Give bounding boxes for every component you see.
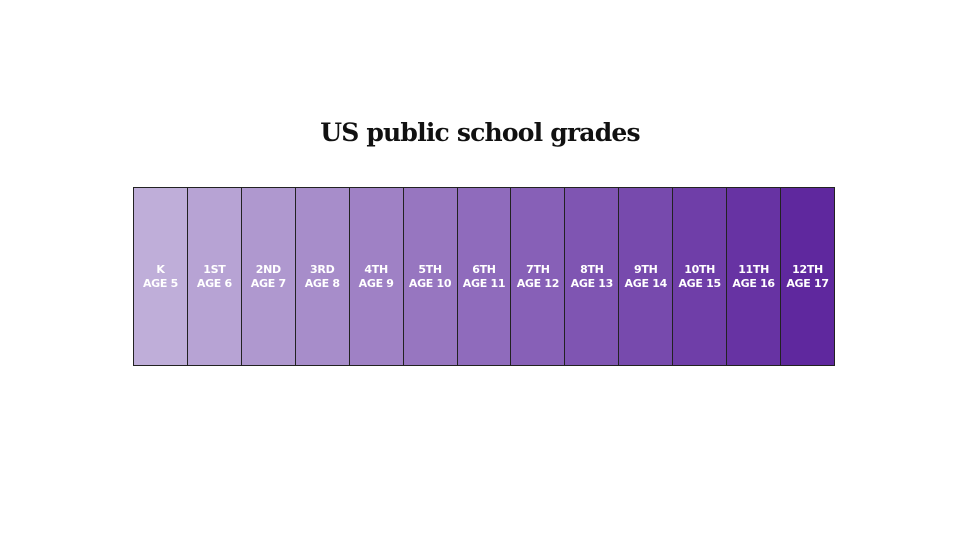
grade-cell: 2ND AGE 7 <box>241 188 296 365</box>
grades-strip: K AGE 5 1ST AGE 6 2ND AGE 7 3RD AGE 8 4TH AGE 9 5T… <box>133 187 835 366</box>
grade-label: 4TH <box>364 262 388 276</box>
grade-cell: 5TH AGE 10 <box>403 188 458 365</box>
grade-label: 12TH <box>792 262 823 276</box>
grade-cell: 8TH AGE 13 <box>565 188 620 365</box>
age-label: AGE 11 <box>462 276 506 290</box>
grade-label: 8TH <box>580 262 604 276</box>
grade-cell: 12TH AGE 17 <box>781 188 834 365</box>
grade-label: 9TH <box>634 262 658 276</box>
age-label: AGE 9 <box>358 276 394 290</box>
grade-label: 7TH <box>526 262 550 276</box>
grade-label: K <box>156 262 165 276</box>
grade-label: 11TH <box>738 262 770 276</box>
grade-cell: 1ST AGE 6 <box>187 188 242 365</box>
age-label: AGE 5 <box>142 276 178 290</box>
age-label: AGE 10 <box>408 276 452 290</box>
grade-cell: 10TH AGE 15 <box>673 188 728 365</box>
grade-label: 1ST <box>203 262 226 276</box>
grade-cell: 3RD AGE 8 <box>295 188 350 365</box>
age-label: AGE 15 <box>678 276 721 290</box>
age-label: AGE 8 <box>304 276 340 290</box>
grade-cell: 7TH AGE 12 <box>511 188 566 365</box>
age-label: AGE 13 <box>570 276 614 290</box>
age-label: AGE 7 <box>250 276 286 290</box>
age-label: AGE 6 <box>196 276 232 290</box>
grade-cell: 11TH AGE 16 <box>727 188 782 365</box>
grade-cell: 4TH AGE 9 <box>349 188 404 365</box>
age-label: AGE 12 <box>516 276 560 290</box>
grade-cell: 6TH AGE 11 <box>457 188 512 365</box>
grade-label: 5TH <box>418 262 442 276</box>
title: US public school grades <box>320 118 640 147</box>
grade-label: 10TH <box>684 262 716 276</box>
grade-label: 2ND <box>255 262 281 276</box>
age-label: AGE 14 <box>624 276 668 290</box>
grade-cell: 9TH AGE 14 <box>619 188 674 365</box>
grade-label: 3RD <box>310 262 335 276</box>
age-label: AGE 17 <box>786 276 829 290</box>
grade-cell: K AGE 5 <box>134 188 188 365</box>
age-label: AGE 16 <box>732 276 775 290</box>
grade-label: 6TH <box>472 262 496 276</box>
